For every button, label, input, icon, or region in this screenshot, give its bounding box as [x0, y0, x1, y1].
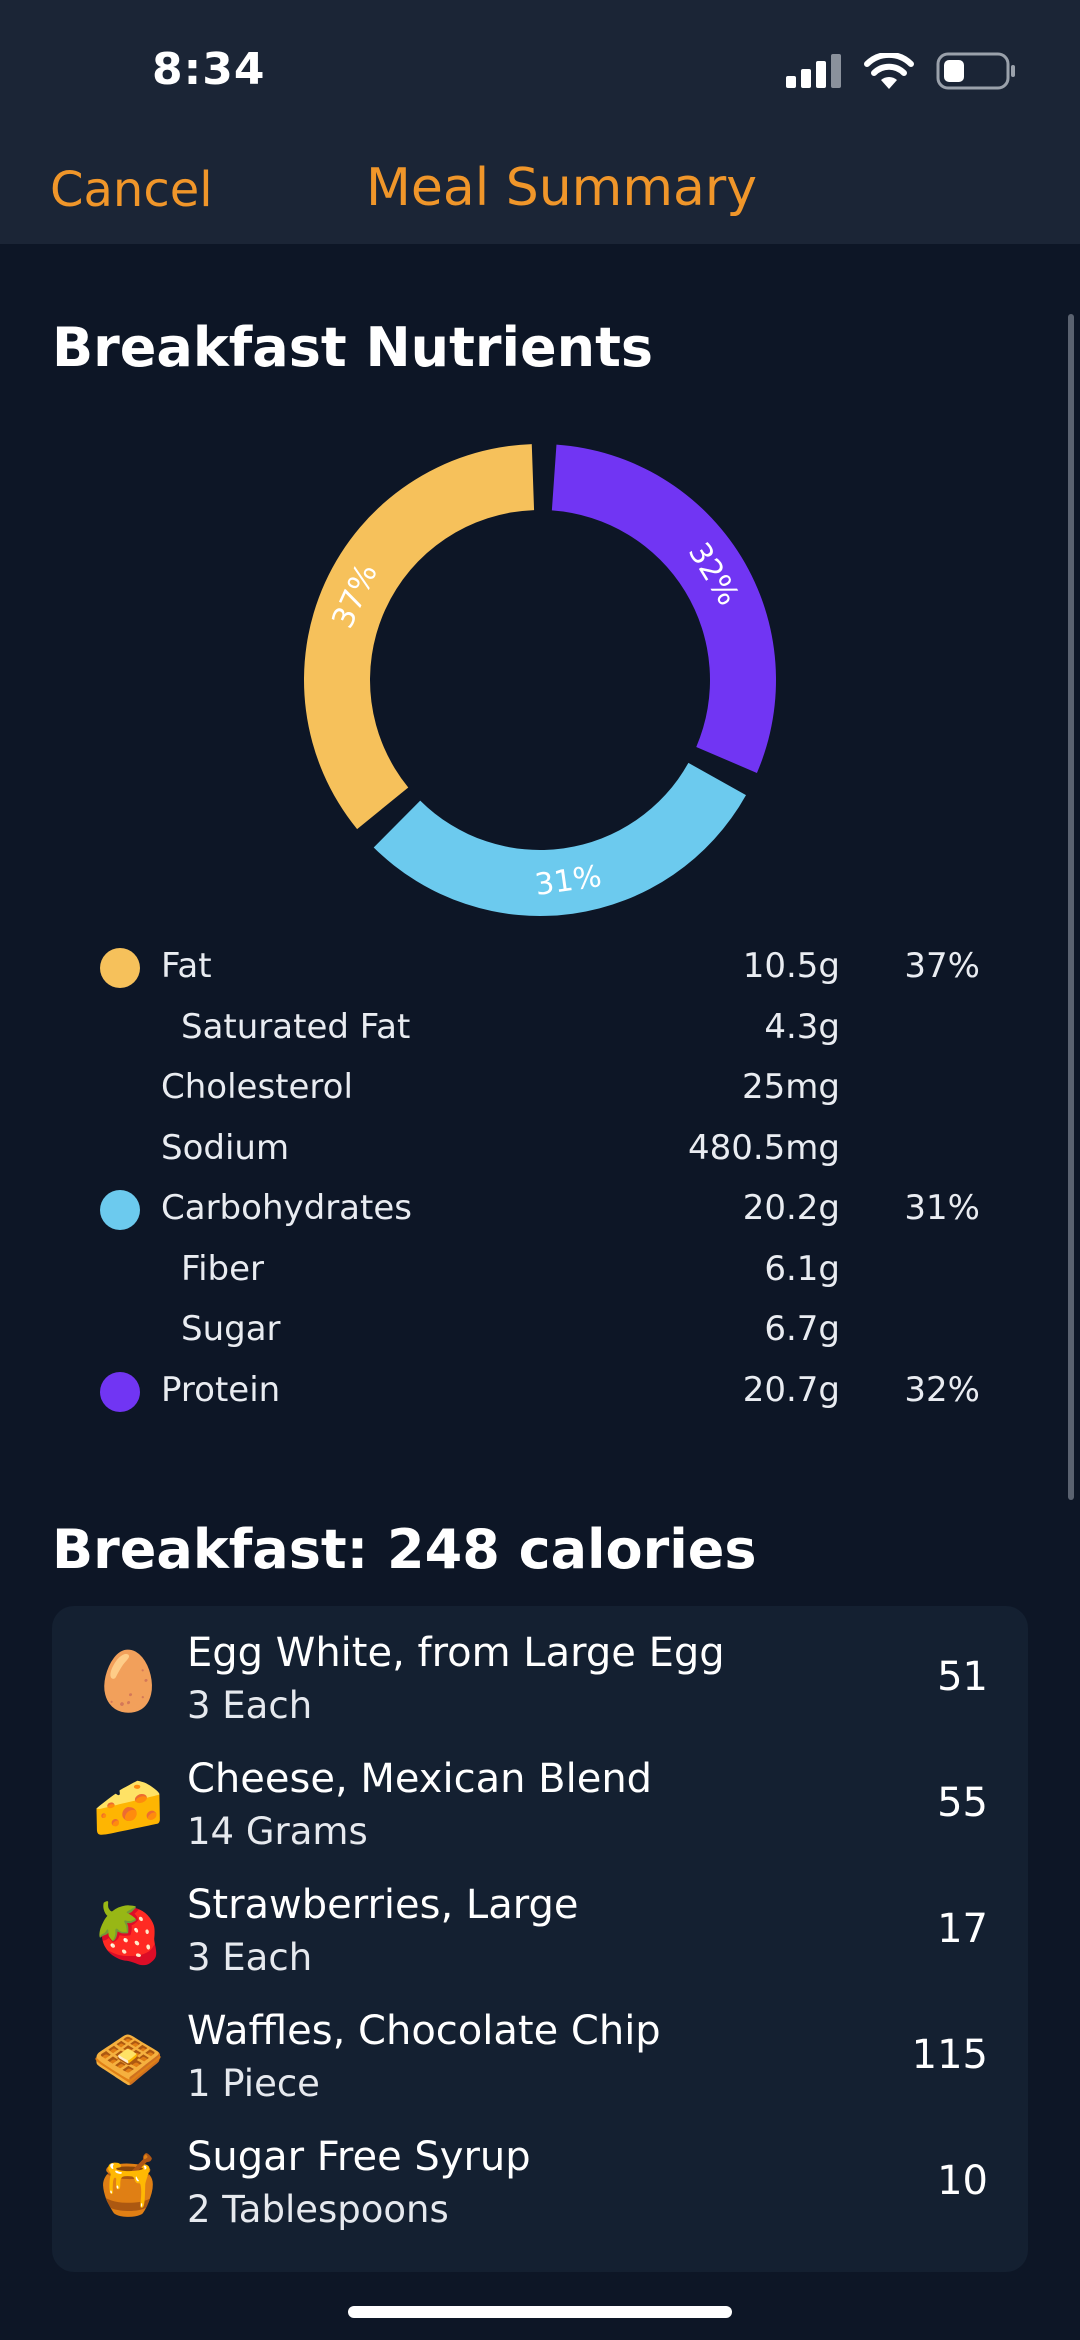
waffle-icon: 🧇 [92, 2025, 165, 2093]
food-name: Strawberries, Large [187, 1882, 579, 1928]
nutrient-row: Sugar 6.7g [0, 1299, 1080, 1360]
egg-icon: 🥚 [92, 1647, 165, 1715]
cancel-button[interactable]: Cancel [50, 162, 213, 218]
nutrient-amount: 6.7g [764, 1309, 840, 1349]
nutrient-row: Sodium 480.5mg [0, 1118, 1080, 1179]
food-quantity: 3 Each [187, 1936, 313, 1979]
food-list: 🥚 Egg White, from Large Egg 3 Each 51 🧀 Chees… [52, 1606, 1028, 2272]
status-bar: 8:34 [0, 0, 1080, 140]
legend-dot [100, 1371, 140, 1412]
nutrient-row: Fiber 6.1g [0, 1239, 1080, 1300]
donut-slice-carbohydrates [373, 762, 747, 916]
nutrient-percent: 37% [904, 946, 980, 986]
donut-slice-fat [304, 444, 535, 830]
syrup-icon: 🍯 [92, 2151, 165, 2219]
legend-dot [100, 948, 140, 988]
cellular-signal-icon [786, 54, 841, 88]
status-time: 8:34 [152, 44, 266, 95]
nutrient-table: Fat 10.5g 37% Saturated Fat 4.3g Cholesterol 2… [0, 936, 1080, 1420]
food-item[interactable]: 🥚 Egg White, from Large Egg 3 Each 51 [52, 1616, 1028, 1742]
food-calories: 17 [937, 1906, 988, 1952]
calories-section-title: Breakfast: 248 calories [52, 1518, 757, 1581]
page-title: Meal Summary [366, 158, 757, 218]
nutrient-donut-chart: 32%31%37% [304, 444, 776, 916]
home-indicator[interactable] [348, 2306, 732, 2318]
nutrient-label: Cholesterol [161, 1067, 353, 1107]
food-name: Waffles, Chocolate Chip [187, 2008, 661, 2054]
nutrient-label: Sodium [161, 1127, 290, 1168]
scroll-indicator[interactable] [1068, 314, 1074, 1500]
food-name: Egg White, from Large Egg [187, 1630, 725, 1676]
food-item[interactable]: 🍯 Sugar Free Syrup 2 Tablespoons 10 [52, 2120, 1028, 2246]
nutrient-label: Fat [161, 946, 212, 986]
nutrient-amount: 6.1g [764, 1248, 840, 1289]
status-icons [786, 52, 1016, 90]
nutrient-row: Cholesterol 25mg [0, 1057, 1080, 1118]
food-name: Cheese, Mexican Blend [187, 1756, 653, 1802]
nutrient-amount: 4.3g [764, 1006, 840, 1047]
food-quantity: 3 Each [187, 1684, 313, 1727]
nutrient-label: Carbohydrates [161, 1188, 412, 1228]
food-item[interactable]: 🍓 Strawberries, Large 3 Each 17 [52, 1868, 1028, 1994]
food-quantity: 14 Grams [187, 1810, 368, 1853]
nutrient-row: Carbohydrates 20.2g 31% [0, 1178, 1080, 1239]
strawberry-icon: 🍓 [92, 1899, 165, 1967]
food-quantity: 1 Piece [187, 2062, 320, 2105]
nutrient-amount: 20.7g [742, 1369, 840, 1410]
nutrient-row: Protein 20.7g 32% [0, 1360, 1080, 1421]
nutrient-amount: 10.5g [742, 946, 840, 986]
food-calories: 51 [937, 1654, 988, 1700]
nutrient-amount: 480.5mg [687, 1127, 840, 1168]
food-item[interactable]: 🧇 Waffles, Chocolate Chip 1 Piece 115 [52, 1994, 1028, 2120]
food-name: Sugar Free Syrup [187, 2134, 531, 2180]
nutrient-label: Saturated Fat [181, 1006, 411, 1047]
food-calories: 115 [911, 2032, 988, 2078]
nutrient-percent: 31% [904, 1188, 980, 1228]
nav-bar: Cancel Meal Summary [0, 140, 1080, 244]
nutrient-amount: 20.2g [742, 1188, 840, 1228]
food-calories: 10 [937, 2158, 988, 2204]
nutrient-label: Sugar [181, 1309, 281, 1349]
nutrient-amount: 25mg [742, 1067, 840, 1107]
legend-dot [100, 1190, 140, 1230]
donut-slice-protein [551, 444, 776, 773]
cheese-icon: 🧀 [92, 1773, 165, 1841]
battery-icon [936, 52, 1015, 90]
nutrient-row: Saturated Fat 4.3g [0, 997, 1080, 1058]
nutrient-label: Protein [161, 1369, 281, 1410]
food-item[interactable]: 🧀 Cheese, Mexican Blend 14 Grams 55 [52, 1742, 1028, 1868]
food-quantity: 2 Tablespoons [187, 2188, 449, 2231]
wifi-icon [864, 53, 914, 89]
food-calories: 55 [937, 1780, 988, 1826]
nutrient-percent: 32% [904, 1369, 980, 1410]
nutrients-section-title: Breakfast Nutrients [52, 316, 654, 379]
nutrient-row: Fat 10.5g 37% [0, 936, 1080, 997]
nutrient-label: Fiber [181, 1248, 265, 1289]
